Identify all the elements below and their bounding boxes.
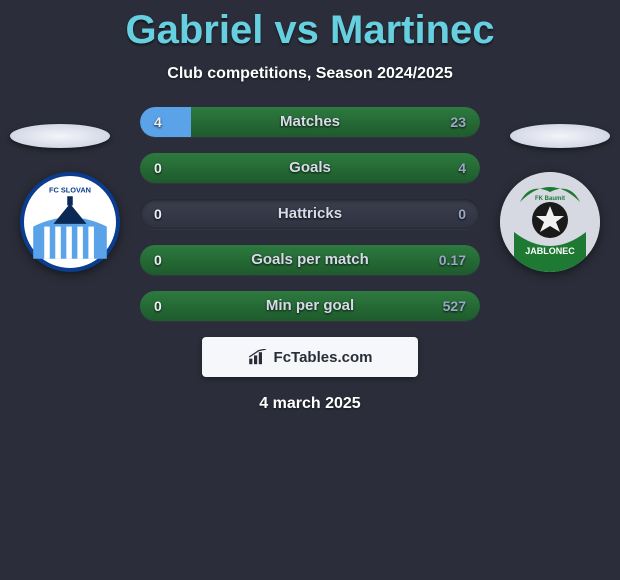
watermark-text: FcTables.com [274,349,373,366]
stat-row: 00.17Goals per match [0,245,620,275]
page-title: Gabriel vs Martinec [0,0,620,53]
stat-row: 00Hattricks [0,199,620,229]
stat-bar-track: 0527Min per goal [140,291,480,321]
stat-label: Matches [140,107,480,137]
stat-row: 04Goals [0,153,620,183]
stats-container: 423Matches 04Goals 00Hattricks 00.17Goals p… [0,107,620,321]
watermark: FcTables.com [202,337,418,377]
stat-label: Goals per match [140,245,480,275]
stat-bar-track: 04Goals [140,153,480,183]
stat-row: 0527Min per goal [0,291,620,321]
date-label: 4 march 2025 [0,395,620,413]
stat-bar-track: 00.17Goals per match [140,245,480,275]
stat-bar-track: 423Matches [140,107,480,137]
stat-label: Min per goal [140,291,480,321]
chart-icon [248,349,268,365]
stat-label: Hattricks [140,199,480,229]
stat-row: 423Matches [0,107,620,137]
stat-bar-track: 00Hattricks [140,199,480,229]
subtitle: Club competitions, Season 2024/2025 [0,65,620,83]
stat-label: Goals [140,153,480,183]
